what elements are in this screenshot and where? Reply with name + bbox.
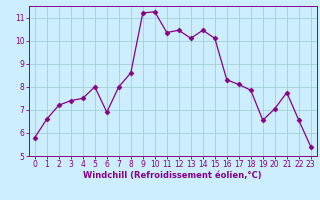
X-axis label: Windchill (Refroidissement éolien,°C): Windchill (Refroidissement éolien,°C) (84, 171, 262, 180)
